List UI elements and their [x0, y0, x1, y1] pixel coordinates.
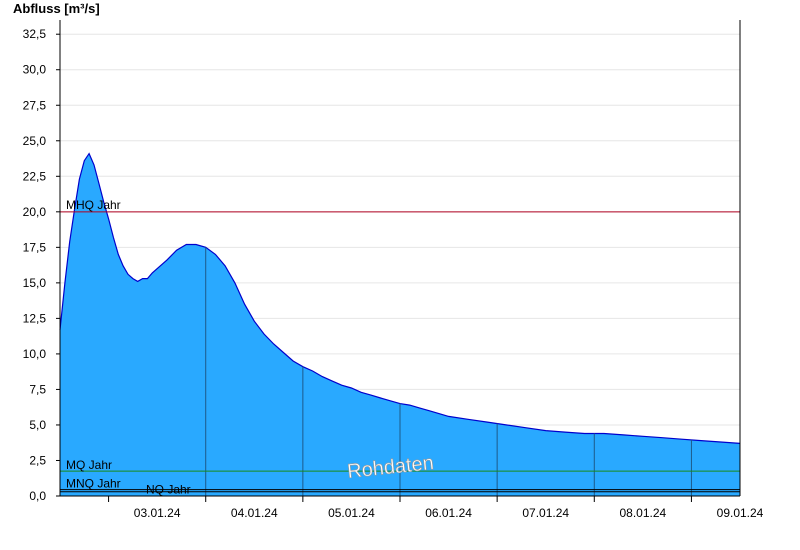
reference-line-label: MQ Jahr: [66, 458, 112, 472]
x-tick-label: 08.01.24: [619, 506, 666, 520]
discharge-area: [60, 153, 740, 496]
y-tick-label: 2,5: [29, 453, 46, 467]
y-axis-label: Abfluss [m³/s]: [13, 1, 100, 16]
area-layer: [59, 152, 741, 496]
y-tick-label: 27,5: [23, 98, 47, 112]
y-tick-label: 20,0: [23, 205, 47, 219]
y-tick-label: 15,0: [23, 276, 47, 290]
x-tick-label: 06.01.24: [425, 506, 472, 520]
x-tick-label: 04.01.24: [231, 506, 278, 520]
y-tick-label: 10,0: [23, 347, 47, 361]
y-tick-label: 12,5: [23, 311, 47, 325]
y-tick-label: 5,0: [29, 418, 46, 432]
y-tick-label: 22,5: [23, 169, 47, 183]
y-tick-label: 30,0: [23, 63, 47, 77]
x-tick-label: 09.01.24: [717, 506, 764, 520]
reference-line-label: MHQ Jahr: [66, 198, 121, 212]
y-tick-label: 17,5: [23, 240, 47, 254]
y-tick-label: 7,5: [29, 382, 46, 396]
x-tick-label: 05.01.24: [328, 506, 375, 520]
axis-layer: 0,0 2,5 5,0 7,5 10,0 12,5 15,0 17,5 20,0 22,5 25,0…: [23, 20, 764, 520]
y-tick-label: 25,0: [23, 134, 47, 148]
y-tick-label: 0,0: [29, 489, 46, 503]
x-tick-label: 07.01.24: [522, 506, 569, 520]
reference-line-label: MNQ Jahr: [66, 477, 121, 491]
reference-line-label: NQ Jahr: [146, 483, 191, 497]
day-divider-layer: [205, 247, 692, 496]
discharge-line: [59, 152, 741, 444]
reference-lines-layer: MHQ Jahr MQ Jahr MNQ Jahr NQ Jahr: [60, 198, 740, 497]
y-tick-label: 32,5: [23, 27, 47, 41]
x-tick-label: 03.01.24: [134, 506, 181, 520]
